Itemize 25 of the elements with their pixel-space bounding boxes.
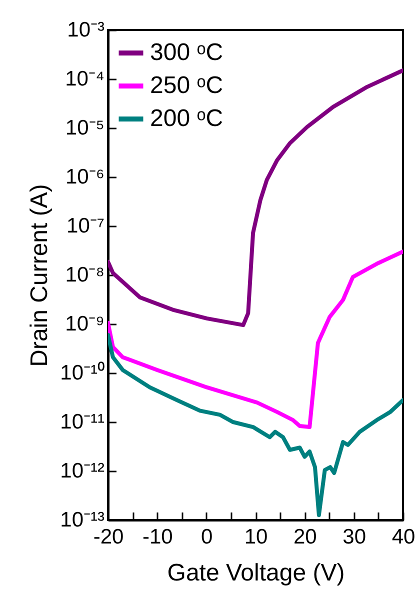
- legend-label: 200 ᵒC: [150, 105, 224, 132]
- x-tick-label: 0: [200, 526, 213, 548]
- y-tick-label: 10⁻¹²: [60, 460, 104, 482]
- y-tick-label: 10⁻⁹: [65, 312, 104, 336]
- x-tick-label: 40: [392, 526, 416, 548]
- x-tick-label: 10: [244, 526, 268, 548]
- x-tick-label: -10: [142, 526, 173, 548]
- y-tick-label: 10⁻⁸: [65, 264, 104, 286]
- line-series: [108, 250, 403, 430]
- legend-label: 250 ᵒC: [150, 72, 224, 99]
- y-tick-label: 10⁻⁴: [65, 68, 104, 90]
- legend-label: 300 ᵒC: [150, 39, 224, 66]
- x-axis-title: Gate Voltage (V): [167, 560, 345, 586]
- y-tick-label: 10⁻³: [67, 18, 104, 42]
- y-tick-label: 10⁻⁷: [66, 214, 104, 238]
- line-series: [108, 68, 403, 328]
- y-tick-label: 10⁻¹⁰: [60, 362, 104, 384]
- y-tick-label: 10⁻¹¹: [60, 410, 104, 434]
- line-series: [108, 332, 403, 518]
- x-tick-label: 30: [342, 526, 366, 548]
- x-tick-label: 20: [293, 526, 317, 548]
- y-tick-label: 10⁻⁶: [65, 166, 104, 188]
- y-tick-label: 10⁻⁵: [65, 116, 104, 140]
- y-axis-title: Drain Current (A): [26, 184, 54, 367]
- x-tick-label: -20: [93, 526, 124, 548]
